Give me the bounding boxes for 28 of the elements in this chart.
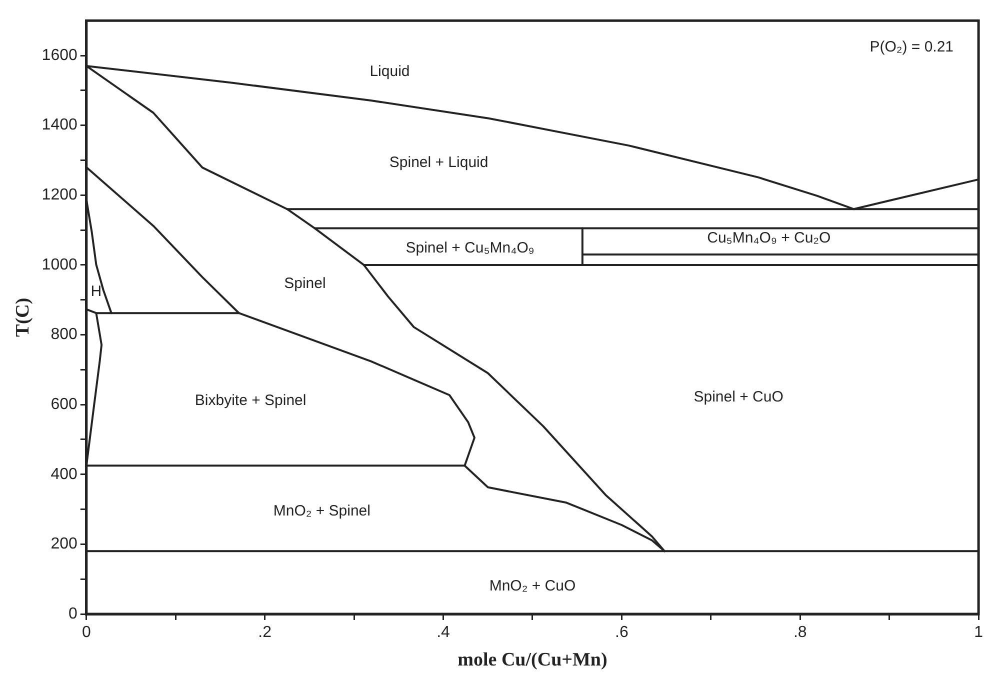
annotation: Cu₅Mn₄O₉ + Cu₂O <box>707 230 831 247</box>
x-tick-label: 1 <box>974 624 984 642</box>
y-tick-label: 200 <box>50 536 78 553</box>
annotation: P(O₂) = 0.21 <box>870 38 954 56</box>
x-tick-label: 0 <box>82 624 91 642</box>
y-tick-label: 1400 <box>42 116 78 134</box>
y-tick-label: 400 <box>50 466 78 483</box>
y-tick-label: 600 <box>50 396 78 413</box>
annotation: MnO₂ + CuO <box>489 577 576 594</box>
x-tick-label: .6 <box>615 624 628 642</box>
y-tick-label: 1200 <box>42 186 78 204</box>
y-tick-label: 1600 <box>42 46 78 64</box>
x-tick-label: .4 <box>436 624 450 642</box>
annotation: Spinel <box>284 275 326 292</box>
annotation: Liquid <box>370 62 410 80</box>
y-tick-label: 1000 <box>42 256 78 274</box>
y-axis-title: T(C) <box>12 298 34 337</box>
annotation: Bixbyite + Spinel <box>194 392 306 410</box>
x-tick-label: .8 <box>793 624 807 642</box>
annotation: MnO₂ + Spinel <box>273 502 370 520</box>
x-axis-title: mole Cu/(Cu+Mn) <box>458 650 608 671</box>
y-tick-label: 0 <box>68 605 78 622</box>
annotation: Spinel + Cu₅Mn₄O₉ <box>406 240 534 257</box>
annotation: Spinel + Liquid <box>389 154 488 172</box>
annotation: H <box>90 282 102 300</box>
annotation: Spinel + CuO <box>694 388 784 406</box>
x-tick-label: .2 <box>258 624 272 642</box>
y-tick-label: 800 <box>50 326 78 344</box>
